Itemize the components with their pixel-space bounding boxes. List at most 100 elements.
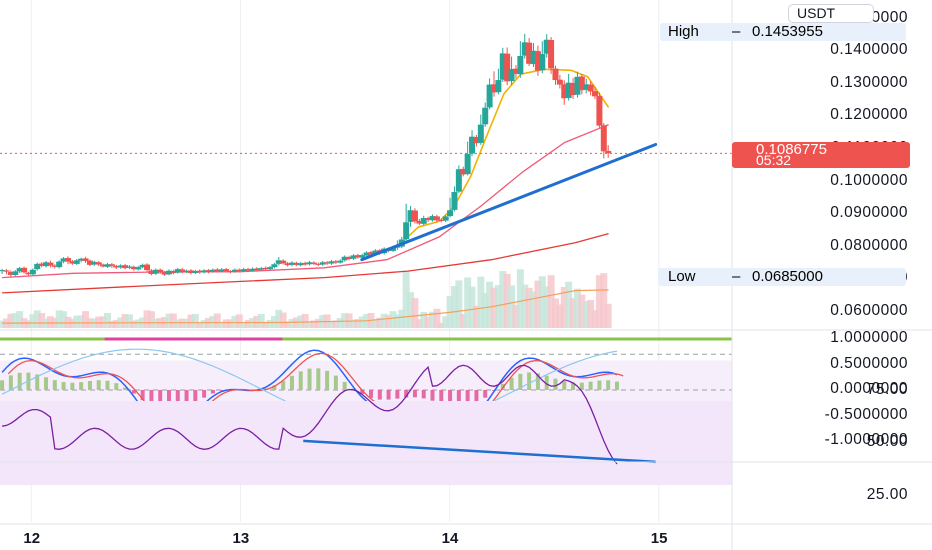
currency-button[interactable]: USDT	[788, 4, 874, 23]
candle-body	[218, 269, 225, 272]
candle-body	[82, 258, 89, 261]
macd-histogram-bar	[369, 390, 374, 398]
candle-body	[43, 262, 50, 267]
candle-body	[214, 269, 221, 272]
signal-line	[7, 352, 624, 428]
volume-bar	[301, 313, 309, 328]
volume-bar	[200, 319, 208, 328]
candle-body	[152, 269, 159, 274]
candle	[473, 135, 480, 147]
candle	[490, 71, 497, 97]
volume-bar	[169, 313, 177, 328]
candle	[43, 260, 50, 268]
candle-body	[596, 95, 603, 126]
candle	[354, 253, 361, 259]
volume-bar	[450, 286, 458, 328]
macd-histogram-bar	[307, 368, 312, 390]
macd-histogram-bar	[298, 371, 303, 390]
candle	[363, 251, 370, 257]
rsi-tick-label: 75.00	[866, 380, 908, 398]
macd-histogram-bar	[210, 390, 215, 394]
volume-bar	[314, 318, 322, 328]
high-label: High	[668, 23, 699, 40]
volume-bar	[569, 298, 577, 328]
candle	[337, 259, 344, 264]
candle	[486, 78, 493, 110]
volume-bar	[341, 313, 349, 328]
candle-body	[482, 107, 489, 125]
candle	[425, 216, 432, 222]
candle	[183, 269, 190, 274]
candle-body	[161, 272, 168, 275]
candle-body	[486, 84, 493, 108]
macd-histogram-bar	[360, 390, 365, 395]
macd-histogram-bar	[8, 375, 13, 390]
volume-bar	[459, 314, 467, 328]
candle	[464, 141, 471, 176]
candle-body	[231, 269, 238, 272]
volume-bar	[551, 298, 559, 328]
candle-body	[187, 270, 194, 274]
volume-bar	[240, 321, 248, 328]
volume-bar	[33, 310, 41, 328]
macd-histogram-bar	[272, 385, 277, 390]
volume-bar	[407, 292, 415, 328]
volume-bar	[231, 315, 239, 328]
volume-bar	[275, 309, 283, 328]
candlestick-series	[0, 33, 612, 278]
candle-body	[91, 261, 98, 265]
candle-body	[363, 252, 370, 256]
candle	[275, 257, 282, 266]
candle-body	[530, 50, 537, 65]
candle	[100, 263, 107, 268]
candle	[596, 92, 603, 128]
candle	[403, 203, 410, 241]
candle-body	[288, 262, 295, 265]
volume-bar	[595, 275, 603, 328]
candle	[3, 269, 10, 275]
candle	[69, 259, 76, 265]
macd-histogram-bar	[219, 390, 224, 391]
price-axis[interactable]: 0.15000000.14000000.13000000.12000000.11…	[658, 0, 932, 550]
volume-bar	[99, 316, 107, 328]
volume-bar	[60, 311, 68, 328]
candle-body	[332, 261, 339, 263]
macd-histogram-bar	[70, 382, 75, 390]
volume-bar	[16, 311, 24, 328]
macd-histogram-bar	[571, 382, 576, 390]
volume-bar	[306, 321, 314, 328]
macd-histogram-bar	[123, 387, 128, 390]
candle	[16, 266, 23, 274]
trendlines[interactable]	[360, 142, 658, 262]
candle-body	[517, 55, 524, 75]
candle-body	[100, 264, 107, 267]
candle-body	[512, 68, 519, 74]
candle-body	[0, 270, 6, 272]
candle	[517, 41, 524, 78]
volume-bar	[165, 313, 173, 328]
candle-body	[201, 270, 208, 273]
volume-bar	[143, 310, 151, 328]
candle	[433, 214, 440, 223]
candle	[284, 261, 291, 267]
candle	[420, 215, 427, 226]
volume-bar	[481, 293, 489, 328]
volume-bar	[95, 316, 103, 328]
candle-body	[25, 272, 32, 275]
candle-body	[144, 264, 151, 271]
volume-bar	[235, 314, 243, 328]
macd-histogram-bar	[333, 375, 338, 390]
candle-body	[205, 270, 212, 273]
volume-bar	[582, 301, 590, 328]
candle	[447, 197, 454, 218]
macd-histogram-bar	[87, 381, 92, 390]
volume-bar	[591, 310, 599, 328]
candle-body	[192, 271, 199, 274]
candle	[29, 268, 36, 276]
volume-bar	[222, 319, 230, 328]
volume-bar	[534, 280, 542, 328]
volume-bar	[46, 316, 54, 328]
macd-histogram-bar	[0, 380, 5, 390]
volume-bar	[464, 277, 472, 328]
volume-bar	[543, 286, 551, 328]
